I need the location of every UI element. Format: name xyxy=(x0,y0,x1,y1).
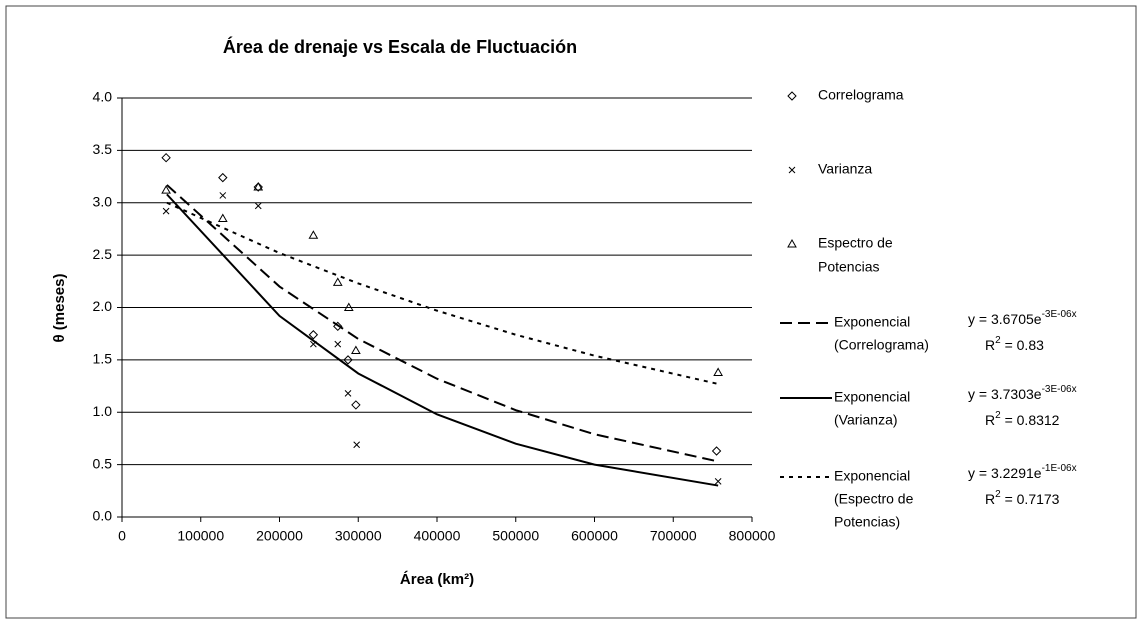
r-squared-rest: = 0.83 xyxy=(1001,337,1044,353)
x-axis-title: Área (km²) xyxy=(400,571,474,588)
legend-label: Correlograma xyxy=(818,87,904,103)
triangle-marker xyxy=(351,345,361,354)
equation-base: y = 3.2291e xyxy=(968,465,1042,481)
equation: y = 3.6705e-3E-06x xyxy=(968,309,1077,327)
legend-label: Exponencial xyxy=(834,468,910,484)
cross-marker xyxy=(334,340,342,348)
y-tick-label: 2.5 xyxy=(93,246,113,262)
diamond-marker xyxy=(253,182,263,192)
legend-label: Exponencial xyxy=(834,314,910,330)
trendline xyxy=(166,201,719,385)
x-tick-label: 200000 xyxy=(256,528,303,544)
r-squared: R2 = 0.8312 xyxy=(985,410,1060,428)
x-tick-label: 500000 xyxy=(492,528,539,544)
r-squared-exponent: 2 xyxy=(995,410,1001,421)
x-tick-label: 100000 xyxy=(177,528,224,544)
diamond-marker xyxy=(343,355,353,365)
legend-label: Espectro de xyxy=(818,235,893,251)
chart-title: Área de drenaje vs Escala de Fluctuación xyxy=(223,36,577,57)
y-tick-label: 2.0 xyxy=(93,298,113,314)
cross-marker xyxy=(310,340,317,348)
equation-exponent: -3E-06x xyxy=(1042,384,1077,395)
triangle-marker xyxy=(787,238,797,248)
equation-exponent: -1E-06x xyxy=(1042,463,1077,474)
legend-label: Potencias xyxy=(818,259,879,275)
x-tick-label: 800000 xyxy=(729,528,776,544)
trendline xyxy=(166,193,719,487)
y-tick-label: 3.0 xyxy=(93,193,113,209)
cross-marker xyxy=(344,390,352,397)
cross-marker xyxy=(254,202,262,210)
y-tick-label: 4.0 xyxy=(93,89,113,105)
x-tick-label: 300000 xyxy=(335,528,382,544)
legend-label: (Varianza) xyxy=(834,412,898,428)
trendline xyxy=(166,184,719,463)
chart-frame xyxy=(5,5,1137,619)
triangle-marker xyxy=(217,213,228,222)
r-squared-base: R xyxy=(985,337,995,353)
y-tick-label: 3.5 xyxy=(93,141,113,157)
legend-label: Varianza xyxy=(818,161,872,177)
y-tick-label: 0.0 xyxy=(93,508,113,524)
triangle-marker xyxy=(308,230,319,239)
cross-marker xyxy=(353,441,361,449)
r-squared: R2 = 0.7173 xyxy=(985,489,1060,507)
y-tick-label: 0.5 xyxy=(93,455,113,471)
legend-label: (Correlograma) xyxy=(834,337,929,353)
diamond-marker xyxy=(711,446,722,456)
diamond-marker xyxy=(787,91,797,101)
equation: y = 3.2291e-1E-06x xyxy=(968,463,1077,481)
triangle-marker xyxy=(332,277,343,286)
triangle-marker xyxy=(161,185,171,194)
x-tick-label: 400000 xyxy=(414,528,461,544)
y-tick-label: 1.5 xyxy=(93,351,113,367)
cross-marker xyxy=(162,207,170,215)
diamond-marker xyxy=(308,330,319,340)
cross-marker xyxy=(219,192,227,199)
equation-exponent: -3E-06x xyxy=(1042,309,1077,320)
equation-base: y = 3.7303e xyxy=(968,386,1042,402)
r-squared-exponent: 2 xyxy=(995,489,1001,500)
diamond-marker xyxy=(161,153,171,163)
legend-label: (Espectro de xyxy=(834,491,914,507)
y-tick-label: 1.0 xyxy=(93,403,113,419)
x-tick-label: 0 xyxy=(118,528,126,544)
r-squared: R2 = 0.83 xyxy=(985,335,1044,353)
r-squared-base: R xyxy=(985,412,995,428)
triangle-marker xyxy=(713,367,723,376)
legend-label: Exponencial xyxy=(834,389,910,405)
cross-marker xyxy=(714,478,722,485)
x-tick-label: 700000 xyxy=(650,528,697,544)
cross-marker xyxy=(788,166,796,174)
r-squared-rest: = 0.7173 xyxy=(1001,491,1060,507)
r-squared-exponent: 2 xyxy=(995,335,1001,346)
diamond-marker xyxy=(218,172,228,183)
r-squared-base: R xyxy=(985,491,995,507)
x-tick-label: 600000 xyxy=(571,528,618,544)
equation: y = 3.7303e-3E-06x xyxy=(968,384,1077,402)
triangle-marker xyxy=(253,182,264,191)
diamond-marker xyxy=(333,321,343,332)
r-squared-rest: = 0.8312 xyxy=(1001,412,1060,428)
triangle-marker xyxy=(343,302,354,311)
equation-base: y = 3.6705e xyxy=(968,311,1042,327)
diamond-marker xyxy=(351,400,361,410)
legend-label: Potencias) xyxy=(834,514,900,530)
y-axis-title: θ (meses) xyxy=(51,274,68,343)
